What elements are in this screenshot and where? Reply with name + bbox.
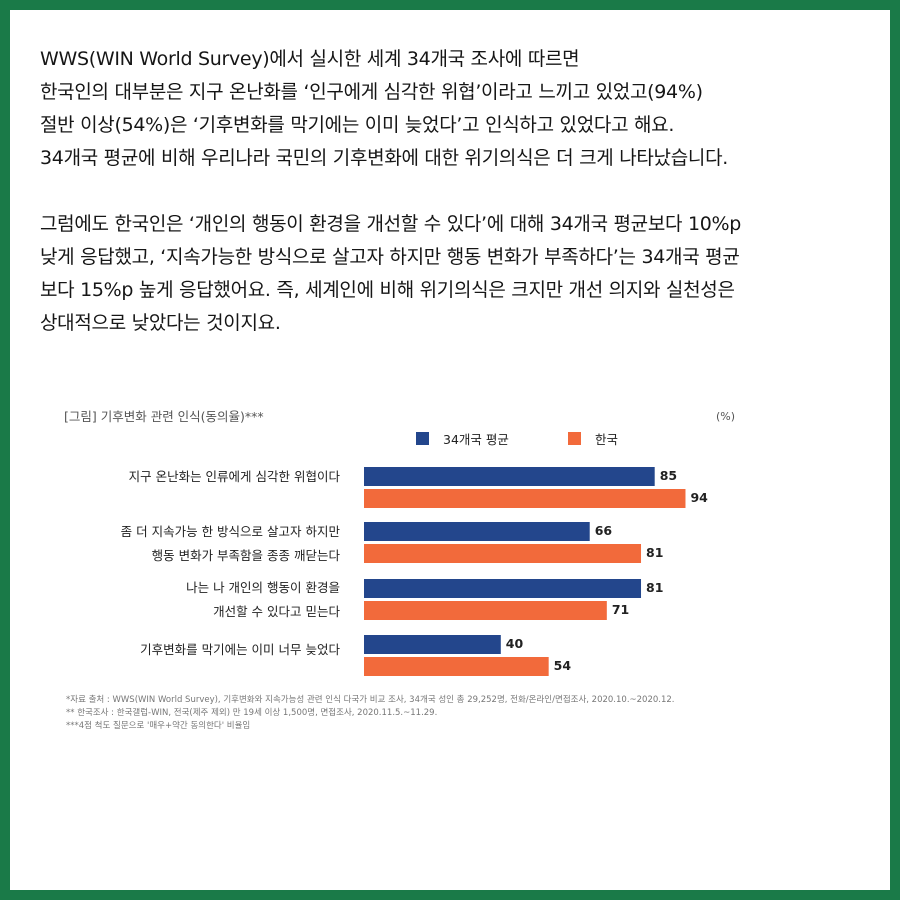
footnote: ***4점 척도 질문으로 '매우+약간 동의한다' 비율임 [66,721,251,731]
category-label: 기후변화를 막기에는 이미 너무 늦었다 [40,638,340,662]
bar-korea [364,601,607,620]
bar-plot: 85 66 81 40 94 81 71 54 [364,467,708,676]
text-line: WWS(WIN World Survey)에서 실시한 세계 34개국 조사에 … [40,48,580,70]
category-label: 나는 나 개인의 행동이 환경을 개선할 수 있다고 믿는다 [40,576,340,624]
climate-perception-chart: [그림] 기후변화 관련 인식(동의율)*** (%) 34개국 평균 한국 지… [50,398,870,758]
bar-korea [364,657,549,676]
text-line: 그럼에도 한국인은 ‘개인의 행동이 환경을 개선할 수 있다’에 대해 34개… [40,213,742,235]
footnote: ** 한국조사 : 한국갤럽-WIN, 전국(제주 제외) 만 19세 이상 1… [66,708,438,718]
intro-paragraph-1: WWS(WIN World Survey)에서 실시한 세계 34개국 조사에 … [40,43,890,175]
category-label-line: 나는 나 개인의 행동이 환경을 [186,580,340,595]
text-line: 절반 이상(54%)은 ‘기후변화를 막기에는 이미 늦었다’고 인식하고 있었… [40,114,675,136]
text-line: 낮게 응답했고, ‘지속가능한 방식으로 살고자 하지만 행동 변화가 부족하다… [40,246,740,268]
footnote: *자료 출처 : WWS(WIN World Survey), 기후변화와 지속… [66,695,675,705]
legend-swatch [416,431,429,445]
data-label: 81 [646,545,663,560]
bar-34-country-average [364,635,501,654]
category-label: 지구 온난화는 인류에게 심각한 위협이다 [40,465,340,489]
bar-korea [364,544,642,563]
text-line: 보다 15%p 높게 응답했어요. 즉, 세계인에 비해 위기의식은 크지만 개… [40,279,735,301]
chart-title: [그림] 기후변화 관련 인식(동의율)*** [64,409,264,424]
unit-label: (%) [716,410,736,423]
data-label: 85 [660,468,677,483]
intro-paragraph-2: 그럼에도 한국인은 ‘개인의 행동이 환경을 개선할 수 있다’에 대해 34개… [40,208,890,340]
legend-swatch [568,431,581,445]
data-label: 54 [554,658,572,673]
text-line: 한국인의 대부분은 지구 온난화를 ‘인구에게 심각한 위협’이라고 느끼고 있… [40,81,703,103]
category-label-line: 개선할 수 있다고 믿는다 [213,604,340,619]
data-label: 71 [612,602,629,617]
category-label-line: 행동 변화가 부족함을 종종 깨닫는다 [151,548,340,563]
category-label-line: 기후변화를 막기에는 이미 너무 늦었다 [140,642,340,657]
bar-korea [364,489,686,508]
legend-label: 34개국 평균 [443,431,509,447]
text-line: 상대적으로 낮았다는 것이지요. [40,312,281,334]
data-label: 94 [690,490,708,505]
text-line: 34개국 평균에 비해 우리나라 국민의 기후변화에 대한 위기의식은 더 크게… [40,147,729,169]
legend-label: 한국 [595,431,619,447]
bar-34-country-average [364,467,655,486]
bar-34-country-average [364,522,590,541]
bar-34-country-average [364,579,642,598]
chart-footnotes: *자료 출처 : WWS(WIN World Survey), 기후변화와 지속… [66,694,675,733]
legend-item-34-country-average: 34개국 평균 [416,428,509,448]
category-label: 좀 더 지속가능 한 방식으로 살고자 하지만 행동 변화가 부족함을 종종 깨… [40,520,340,568]
data-label: 40 [506,636,524,651]
category-label-line: 지구 온난화는 인류에게 심각한 위협이다 [128,469,340,484]
category-label-line: 좀 더 지속가능 한 방식으로 살고자 하지만 [120,524,340,539]
data-label: 66 [595,523,613,538]
data-label: 81 [646,580,663,595]
legend-item-korea: 한국 [568,428,618,448]
